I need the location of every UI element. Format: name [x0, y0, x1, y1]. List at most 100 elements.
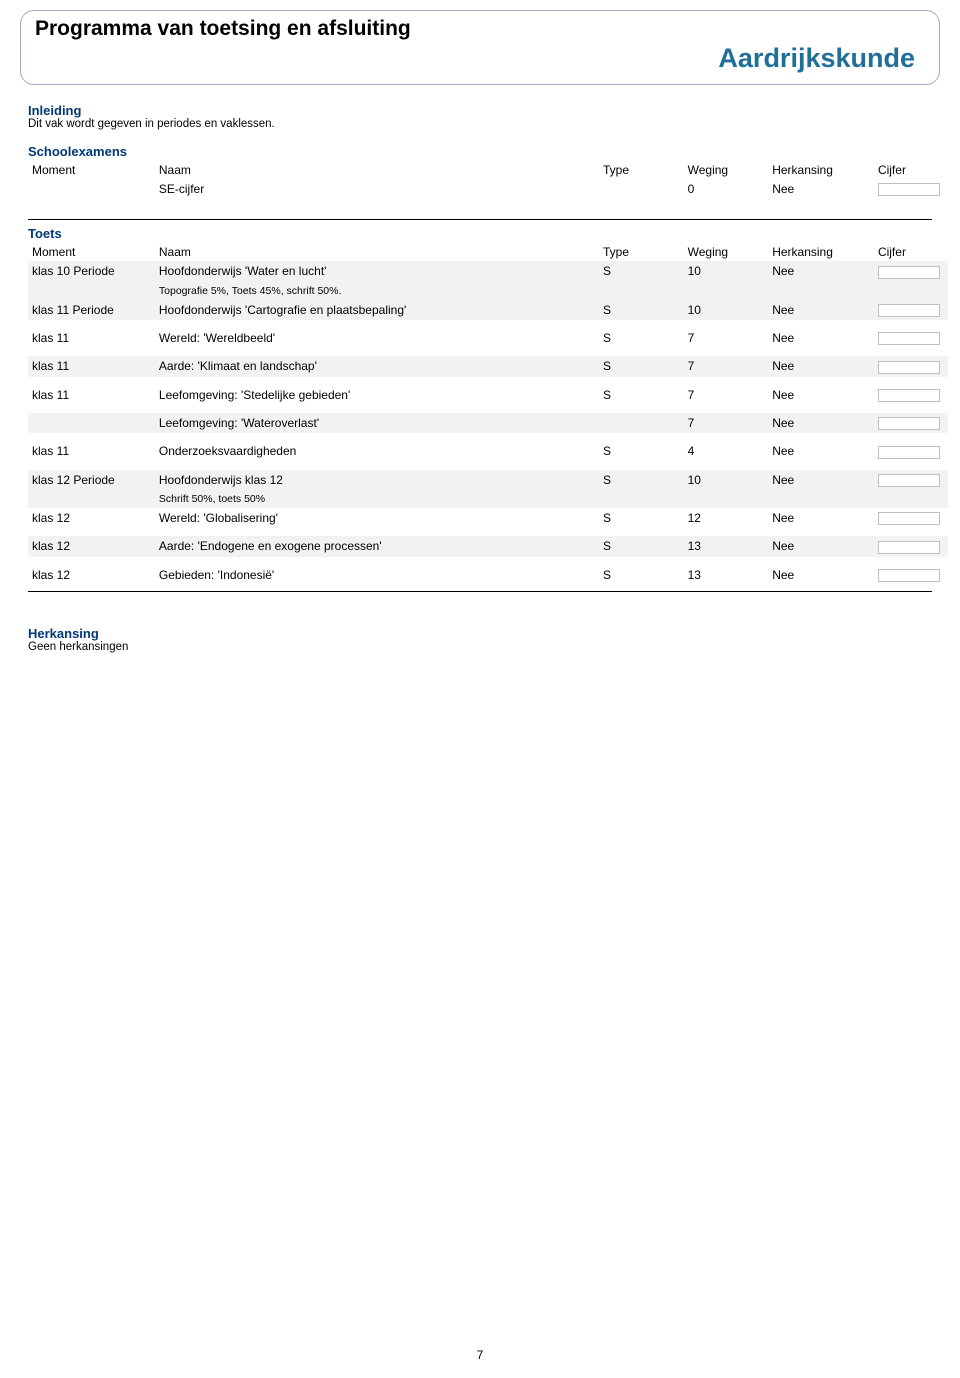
group-spacer [28, 348, 948, 356]
col-header-type: Type [599, 243, 684, 261]
cell-moment: klas 11 [28, 328, 155, 348]
group-spacer [28, 377, 948, 385]
cell-cijfer [874, 356, 948, 376]
cell-weging: 10 [684, 470, 769, 490]
group-spacer [28, 405, 948, 413]
toets-block: Toets Moment Naam Type Weging Herkansing… [20, 219, 940, 592]
cijfer-box[interactable] [878, 361, 940, 374]
cijfer-box[interactable] [878, 512, 940, 525]
document-page: Programma van toetsing en afsluiting Aar… [0, 0, 960, 1378]
cell-type: S [599, 470, 684, 490]
cell-weging: 13 [684, 536, 769, 556]
cell-cijfer [874, 413, 948, 433]
cijfer-box[interactable] [878, 569, 940, 582]
herkansing-heading: Herkansing [28, 626, 940, 641]
toets-row: klas 12Wereld: 'Globalisering'S12Nee [28, 508, 948, 528]
cell-herkansing: Nee [768, 261, 874, 281]
cijfer-box[interactable] [878, 304, 940, 317]
cell-moment: klas 12 [28, 508, 155, 528]
toets-row: klas 11Wereld: 'Wereldbeeld'S7Nee [28, 328, 948, 348]
cell-weging: 7 [684, 385, 769, 405]
cell-type: S [599, 356, 684, 376]
cell-naam: SE-cijfer [155, 179, 599, 199]
toets-row: klas 11Leefomgeving: 'Stedelijke gebiede… [28, 385, 948, 405]
cell-moment: klas 12 [28, 536, 155, 556]
col-header-moment: Moment [28, 243, 155, 261]
cell-cijfer [874, 179, 948, 199]
cijfer-box[interactable] [878, 332, 940, 345]
cijfer-box[interactable] [878, 389, 940, 402]
cell-moment [28, 179, 155, 199]
cell-herkansing: Nee [768, 413, 874, 433]
cell-naam: Wereld: 'Globalisering' [155, 508, 599, 528]
cell-cijfer [874, 441, 948, 461]
cell-type [599, 413, 684, 433]
schoolexamens-row: SE-cijfer 0 Nee [28, 179, 948, 199]
title-frame: Programma van toetsing en afsluiting Aar… [20, 10, 940, 85]
cell-weging: 7 [684, 413, 769, 433]
page-title: Programma van toetsing en afsluiting [35, 17, 925, 41]
inleiding-heading: Inleiding [28, 103, 940, 118]
cell-type: S [599, 441, 684, 461]
cell-moment: klas 10 Periode [28, 261, 155, 281]
toets-row: klas 12Aarde: 'Endogene en exogene proce… [28, 536, 948, 556]
cijfer-box[interactable] [878, 183, 940, 196]
cijfer-box[interactable] [878, 474, 940, 487]
cell-herkansing: Nee [768, 536, 874, 556]
cell-naam: Aarde: 'Endogene en exogene processen' [155, 536, 599, 556]
cell-type: S [599, 385, 684, 405]
cell-cijfer [874, 261, 948, 281]
cell-herkansing: Nee [768, 328, 874, 348]
cell-weging: 10 [684, 300, 769, 320]
cijfer-box[interactable] [878, 266, 940, 279]
herkansing-text: Geen herkansingen [28, 641, 940, 653]
toets-row: klas 12Gebieden: 'Indonesië'S13Nee [28, 565, 948, 585]
cell-type: S [599, 565, 684, 585]
cell-cijfer [874, 565, 948, 585]
cell-herkansing: Nee [768, 508, 874, 528]
toets-row: klas 11OnderzoeksvaardighedenS4Nee [28, 441, 948, 461]
cell-herkansing: Nee [768, 179, 874, 199]
cell-cijfer [874, 508, 948, 528]
cell-weging: 4 [684, 441, 769, 461]
cell-naam: Hoofdonderwijs 'Cartografie en plaatsbep… [155, 300, 599, 320]
cell-type: S [599, 261, 684, 281]
toets-header-row: Moment Naam Type Weging Herkansing Cijfe… [28, 243, 948, 261]
toets-row: klas 10 PeriodeHoofdonderwijs 'Water en … [28, 261, 948, 281]
cell-weging: 12 [684, 508, 769, 528]
group-spacer [28, 557, 948, 565]
toets-row: klas 11 PeriodeHoofdonderwijs 'Cartograf… [28, 300, 948, 320]
cijfer-box[interactable] [878, 417, 940, 430]
group-spacer [28, 528, 948, 536]
toets-subrow: Topografie 5%, Toets 45%, schrift 50%. [28, 282, 948, 300]
subject-name: Aardrijkskunde [35, 43, 915, 74]
cell-subnote: Schrift 50%, toets 50% [155, 490, 948, 508]
cell-moment: klas 11 [28, 441, 155, 461]
toets-row: Leefomgeving: 'Wateroverlast'7Nee [28, 413, 948, 433]
cell-herkansing: Nee [768, 300, 874, 320]
cell-type: S [599, 508, 684, 528]
col-header-cijfer: Cijfer [874, 161, 948, 179]
schoolexamens-table: Moment Naam Type Weging Herkansing Cijfe… [28, 161, 948, 199]
cell-type: S [599, 300, 684, 320]
cell-moment: klas 11 Periode [28, 300, 155, 320]
toets-bottom-divider [28, 591, 932, 592]
cijfer-box[interactable] [878, 541, 940, 554]
cell-cijfer [874, 300, 948, 320]
cell-herkansing: Nee [768, 441, 874, 461]
toets-table: Moment Naam Type Weging Herkansing Cijfe… [28, 243, 948, 585]
cell-naam: Onderzoeksvaardigheden [155, 441, 599, 461]
group-spacer [28, 433, 948, 441]
col-header-weging: Weging [684, 161, 769, 179]
col-header-naam: Naam [155, 161, 599, 179]
cell-weging: 10 [684, 261, 769, 281]
cijfer-box[interactable] [878, 446, 940, 459]
cell-naam: Hoofdonderwijs klas 12 [155, 470, 599, 490]
cell-naam: Hoofdonderwijs 'Water en lucht' [155, 261, 599, 281]
cell-herkansing: Nee [768, 385, 874, 405]
cell-cijfer [874, 385, 948, 405]
cell-herkansing: Nee [768, 565, 874, 585]
toets-heading: Toets [28, 226, 940, 241]
cell-weging: 7 [684, 328, 769, 348]
cell-cijfer [874, 536, 948, 556]
